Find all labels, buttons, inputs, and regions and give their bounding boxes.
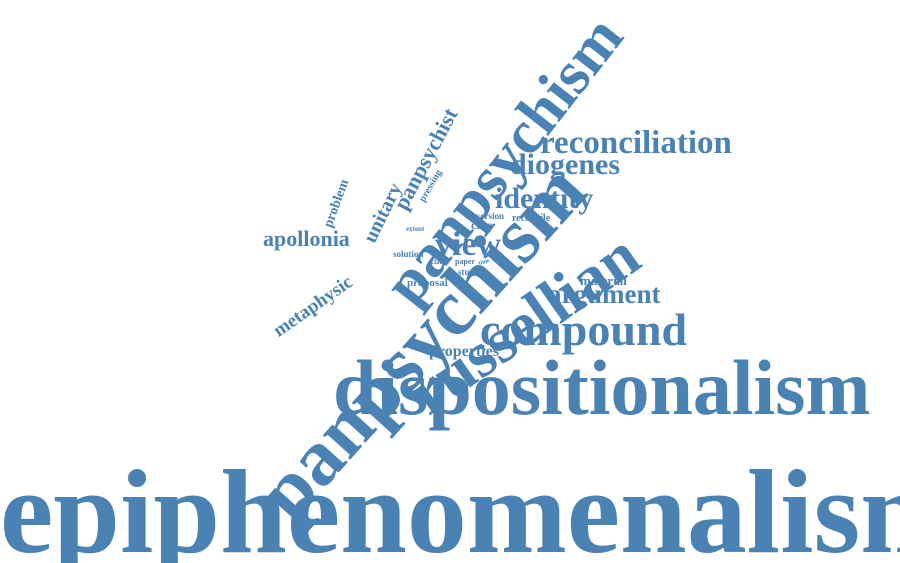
word-properties: properties <box>429 343 499 360</box>
word-identity: identity <box>495 182 594 215</box>
word-diogenes: diogenes <box>510 148 621 181</box>
word-proposal: proposal <box>407 277 448 289</box>
word-problem: problem <box>321 177 353 230</box>
word-unitary: unitary <box>359 179 407 247</box>
word-argument: argument <box>548 279 661 309</box>
word-studies: studies <box>458 267 485 277</box>
word-version: version <box>476 211 504 221</box>
word-case: case <box>471 218 493 232</box>
word-apollonia: apollonia <box>263 226 350 251</box>
word-reconcile: reconcile <box>512 213 551 224</box>
word-metaphysic: metaphysic <box>269 271 357 342</box>
word-claim: claim <box>431 258 448 266</box>
word-compound: compound <box>480 304 688 355</box>
word-extent: extent <box>406 225 425 233</box>
word-dispositionalism: dispositionalism <box>333 344 871 431</box>
word-paper: paper <box>455 257 475 266</box>
word-view: view <box>435 226 502 263</box>
word-solution: solution <box>393 249 424 259</box>
word-epiphenomenalism: epiphenomenalism <box>0 445 900 563</box>
word-reconciliation: reconciliation <box>540 125 732 161</box>
word-material: material <box>580 273 627 288</box>
